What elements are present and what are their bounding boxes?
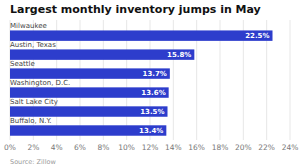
bars [10, 30, 273, 135]
tick-label: 6% [74, 143, 86, 152]
bar [10, 30, 273, 40]
data-label: 22.5% [245, 32, 269, 40]
title: Largest monthly inventory jumps in May [10, 3, 261, 16]
tick-label: 22% [258, 143, 275, 152]
category-label: Washington, D.C. [10, 79, 70, 87]
labels: 13.4% Buffalo, N.Y. 13.5% Salt Lake City 13.… [10, 22, 270, 135]
tick-label: 20% [235, 143, 252, 152]
grid-line [290, 20, 291, 140]
category-label: Salt Lake City [10, 98, 58, 106]
grid [10, 20, 290, 140]
bar [10, 106, 168, 116]
bar [10, 87, 169, 97]
bar [10, 68, 170, 78]
chart: Largest monthly inventory jumps in May 0%… [0, 0, 300, 168]
bar [10, 125, 166, 135]
tick-label: 4% [51, 143, 63, 152]
tick-label: 8% [97, 143, 109, 152]
data-label: 13.5% [140, 108, 164, 116]
tick-label: 24% [282, 143, 299, 152]
bar [10, 49, 194, 59]
data-label: 13.7% [143, 70, 167, 78]
tick-label: 14% [165, 143, 182, 152]
data-label: 13.4% [139, 127, 163, 135]
data-label: 15.8% [167, 51, 191, 59]
tick-label: 12% [142, 143, 159, 152]
tick-label: 2% [27, 143, 39, 152]
tick-label: 18% [212, 143, 229, 152]
category-label: Buffalo, N.Y. [10, 117, 52, 125]
tick-label: 0% [4, 143, 16, 152]
category-label: Seattle [10, 60, 35, 68]
tick-label: 16% [188, 143, 205, 152]
source: Source: Zillow [10, 158, 56, 166]
category-label: Milwaukee [10, 22, 47, 30]
category-label: Austin, Texas [10, 41, 56, 49]
tick-label: 10% [118, 143, 135, 152]
data-label: 13.6% [141, 89, 165, 97]
